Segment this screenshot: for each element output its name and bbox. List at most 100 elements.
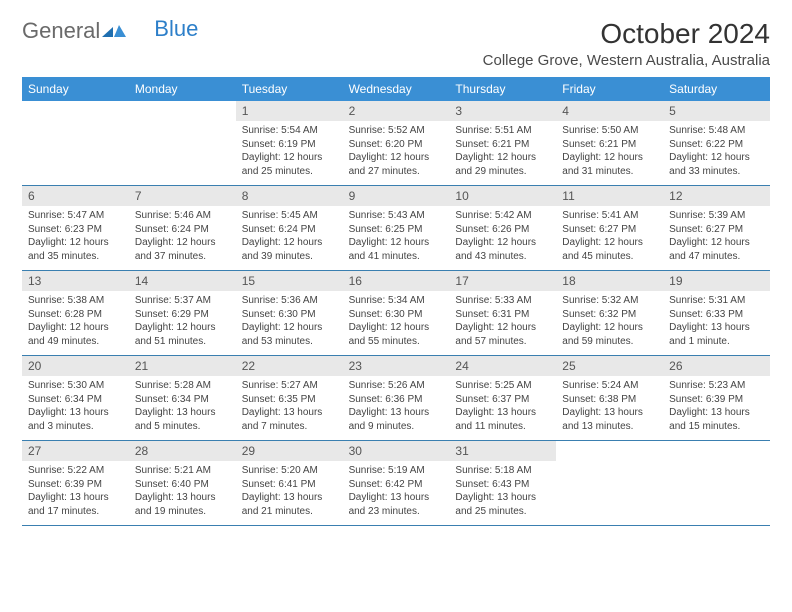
day-details: Sunrise: 5:23 AMSunset: 6:39 PMDaylight:… [663, 376, 770, 437]
day-cell: 22Sunrise: 5:27 AMSunset: 6:35 PMDayligh… [236, 356, 343, 440]
sunset-text: Sunset: 6:23 PM [28, 223, 123, 237]
logo-icon [102, 21, 126, 41]
weekday-label: Friday [556, 77, 663, 101]
day-number: 9 [343, 186, 450, 206]
day-details: Sunrise: 5:43 AMSunset: 6:25 PMDaylight:… [343, 206, 450, 267]
month-title: October 2024 [483, 18, 770, 50]
day-details: Sunrise: 5:48 AMSunset: 6:22 PMDaylight:… [663, 121, 770, 182]
day-details: Sunrise: 5:18 AMSunset: 6:43 PMDaylight:… [449, 461, 556, 522]
day-details: Sunrise: 5:33 AMSunset: 6:31 PMDaylight:… [449, 291, 556, 352]
sunrise-text: Sunrise: 5:31 AM [669, 294, 764, 308]
sunrise-text: Sunrise: 5:20 AM [242, 464, 337, 478]
sunset-text: Sunset: 6:30 PM [242, 308, 337, 322]
day-number: 27 [22, 441, 129, 461]
day-details: Sunrise: 5:41 AMSunset: 6:27 PMDaylight:… [556, 206, 663, 267]
day-number: 2 [343, 101, 450, 121]
week-row: 27Sunrise: 5:22 AMSunset: 6:39 PMDayligh… [22, 441, 770, 526]
day-number: 8 [236, 186, 343, 206]
sunset-text: Sunset: 6:40 PM [135, 478, 230, 492]
sunrise-text: Sunrise: 5:54 AM [242, 124, 337, 138]
day-number: 25 [556, 356, 663, 376]
day-number: 7 [129, 186, 236, 206]
sunset-text: Sunset: 6:26 PM [455, 223, 550, 237]
day-cell: 14Sunrise: 5:37 AMSunset: 6:29 PMDayligh… [129, 271, 236, 355]
sunrise-text: Sunrise: 5:21 AM [135, 464, 230, 478]
daylight-text: Daylight: 13 hours and 1 minute. [669, 321, 764, 348]
day-details: Sunrise: 5:26 AMSunset: 6:36 PMDaylight:… [343, 376, 450, 437]
day-cell: 17Sunrise: 5:33 AMSunset: 6:31 PMDayligh… [449, 271, 556, 355]
day-cell: 9Sunrise: 5:43 AMSunset: 6:25 PMDaylight… [343, 186, 450, 270]
day-number: 10 [449, 186, 556, 206]
sunrise-text: Sunrise: 5:25 AM [455, 379, 550, 393]
sunset-text: Sunset: 6:39 PM [28, 478, 123, 492]
sunrise-text: Sunrise: 5:36 AM [242, 294, 337, 308]
day-cell: 11Sunrise: 5:41 AMSunset: 6:27 PMDayligh… [556, 186, 663, 270]
daylight-text: Daylight: 13 hours and 13 minutes. [562, 406, 657, 433]
sunrise-text: Sunrise: 5:19 AM [349, 464, 444, 478]
sunset-text: Sunset: 6:27 PM [562, 223, 657, 237]
day-details: Sunrise: 5:19 AMSunset: 6:42 PMDaylight:… [343, 461, 450, 522]
day-cell: 21Sunrise: 5:28 AMSunset: 6:34 PMDayligh… [129, 356, 236, 440]
day-cell: 13Sunrise: 5:38 AMSunset: 6:28 PMDayligh… [22, 271, 129, 355]
day-cell: 19Sunrise: 5:31 AMSunset: 6:33 PMDayligh… [663, 271, 770, 355]
daylight-text: Daylight: 12 hours and 43 minutes. [455, 236, 550, 263]
day-number: 30 [343, 441, 450, 461]
weekday-header: SundayMondayTuesdayWednesdayThursdayFrid… [22, 77, 770, 101]
sunset-text: Sunset: 6:42 PM [349, 478, 444, 492]
day-cell: 6Sunrise: 5:47 AMSunset: 6:23 PMDaylight… [22, 186, 129, 270]
day-details: Sunrise: 5:47 AMSunset: 6:23 PMDaylight:… [22, 206, 129, 267]
day-cell: 2Sunrise: 5:52 AMSunset: 6:20 PMDaylight… [343, 101, 450, 185]
empty-cell [22, 101, 129, 185]
day-number: 15 [236, 271, 343, 291]
day-details: Sunrise: 5:46 AMSunset: 6:24 PMDaylight:… [129, 206, 236, 267]
daylight-text: Daylight: 13 hours and 23 minutes. [349, 491, 444, 518]
empty-cell [129, 101, 236, 185]
sunrise-text: Sunrise: 5:37 AM [135, 294, 230, 308]
sunset-text: Sunset: 6:20 PM [349, 138, 444, 152]
sunset-text: Sunset: 6:34 PM [28, 393, 123, 407]
weekday-label: Sunday [22, 77, 129, 101]
daylight-text: Daylight: 13 hours and 11 minutes. [455, 406, 550, 433]
day-details: Sunrise: 5:22 AMSunset: 6:39 PMDaylight:… [22, 461, 129, 522]
sunset-text: Sunset: 6:27 PM [669, 223, 764, 237]
sunrise-text: Sunrise: 5:38 AM [28, 294, 123, 308]
day-number: 18 [556, 271, 663, 291]
day-number: 22 [236, 356, 343, 376]
day-number: 11 [556, 186, 663, 206]
day-cell: 8Sunrise: 5:45 AMSunset: 6:24 PMDaylight… [236, 186, 343, 270]
daylight-text: Daylight: 13 hours and 15 minutes. [669, 406, 764, 433]
sunrise-text: Sunrise: 5:23 AM [669, 379, 764, 393]
sunset-text: Sunset: 6:43 PM [455, 478, 550, 492]
day-number: 16 [343, 271, 450, 291]
daylight-text: Daylight: 12 hours and 33 minutes. [669, 151, 764, 178]
sunrise-text: Sunrise: 5:41 AM [562, 209, 657, 223]
day-details: Sunrise: 5:54 AMSunset: 6:19 PMDaylight:… [236, 121, 343, 182]
day-details: Sunrise: 5:52 AMSunset: 6:20 PMDaylight:… [343, 121, 450, 182]
day-details: Sunrise: 5:32 AMSunset: 6:32 PMDaylight:… [556, 291, 663, 352]
day-cell: 18Sunrise: 5:32 AMSunset: 6:32 PMDayligh… [556, 271, 663, 355]
daylight-text: Daylight: 12 hours and 57 minutes. [455, 321, 550, 348]
day-details: Sunrise: 5:50 AMSunset: 6:21 PMDaylight:… [556, 121, 663, 182]
sunrise-text: Sunrise: 5:33 AM [455, 294, 550, 308]
day-details: Sunrise: 5:39 AMSunset: 6:27 PMDaylight:… [663, 206, 770, 267]
day-number: 12 [663, 186, 770, 206]
day-number: 14 [129, 271, 236, 291]
logo-word-general: General [22, 18, 100, 44]
day-cell: 29Sunrise: 5:20 AMSunset: 6:41 PMDayligh… [236, 441, 343, 525]
sunset-text: Sunset: 6:22 PM [669, 138, 764, 152]
day-details: Sunrise: 5:25 AMSunset: 6:37 PMDaylight:… [449, 376, 556, 437]
sunrise-text: Sunrise: 5:45 AM [242, 209, 337, 223]
day-details: Sunrise: 5:45 AMSunset: 6:24 PMDaylight:… [236, 206, 343, 267]
sunrise-text: Sunrise: 5:28 AM [135, 379, 230, 393]
sunset-text: Sunset: 6:31 PM [455, 308, 550, 322]
sunrise-text: Sunrise: 5:24 AM [562, 379, 657, 393]
sunrise-text: Sunrise: 5:32 AM [562, 294, 657, 308]
empty-cell [663, 441, 770, 525]
sunrise-text: Sunrise: 5:48 AM [669, 124, 764, 138]
daylight-text: Daylight: 12 hours and 39 minutes. [242, 236, 337, 263]
daylight-text: Daylight: 13 hours and 17 minutes. [28, 491, 123, 518]
week-row: 6Sunrise: 5:47 AMSunset: 6:23 PMDaylight… [22, 186, 770, 271]
day-cell: 20Sunrise: 5:30 AMSunset: 6:34 PMDayligh… [22, 356, 129, 440]
day-cell: 12Sunrise: 5:39 AMSunset: 6:27 PMDayligh… [663, 186, 770, 270]
day-cell: 30Sunrise: 5:19 AMSunset: 6:42 PMDayligh… [343, 441, 450, 525]
